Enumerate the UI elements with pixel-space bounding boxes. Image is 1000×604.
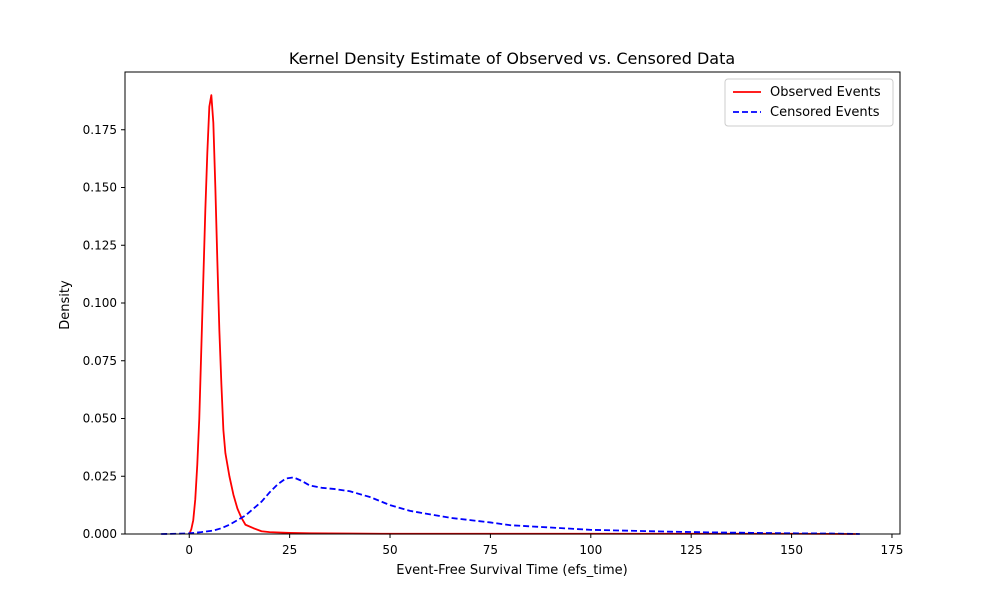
x-axis-label: Event-Free Survival Time (efs_time) (396, 563, 628, 578)
x-tick-label: 100 (579, 543, 602, 557)
y-tick-label: 0.025 (83, 469, 117, 483)
plot-area: 0 25 50 75 100 125 150 175 0.000 0.025 0.050 0.075 0… (83, 71, 904, 557)
x-tick-label: 0 (185, 543, 193, 557)
x-tick-label: 175 (881, 543, 904, 557)
x-tick-label: 50 (382, 543, 397, 557)
x-tick-label: 150 (780, 543, 803, 557)
chart-title: Kernel Density Estimate of Observed vs. … (289, 49, 735, 68)
y-tick-label: 0.100 (83, 296, 117, 310)
x-tick-label: 75 (483, 543, 498, 557)
legend: Observed Events Censored Events (724, 78, 894, 127)
x-tick-label: 125 (680, 543, 703, 557)
y-tick-label: 0.000 (83, 527, 117, 541)
series-line-1 (161, 476, 860, 535)
y-tick-label: 0.050 (83, 412, 117, 426)
y-tick-label: 0.075 (83, 354, 117, 368)
x-tick-label: 25 (282, 543, 297, 557)
y-tick-label: 0.125 (83, 238, 117, 252)
legend-label-0: Observed Events (770, 85, 881, 100)
legend-box (724, 78, 894, 127)
y-tick-label: 0.150 (83, 181, 117, 195)
y-axis-label: Density (58, 280, 73, 330)
y-tick-label: 0.175 (83, 123, 117, 137)
series-line-0 (188, 94, 856, 535)
legend-label-1: Censored Events (770, 105, 880, 120)
axes-frame (124, 71, 901, 535)
